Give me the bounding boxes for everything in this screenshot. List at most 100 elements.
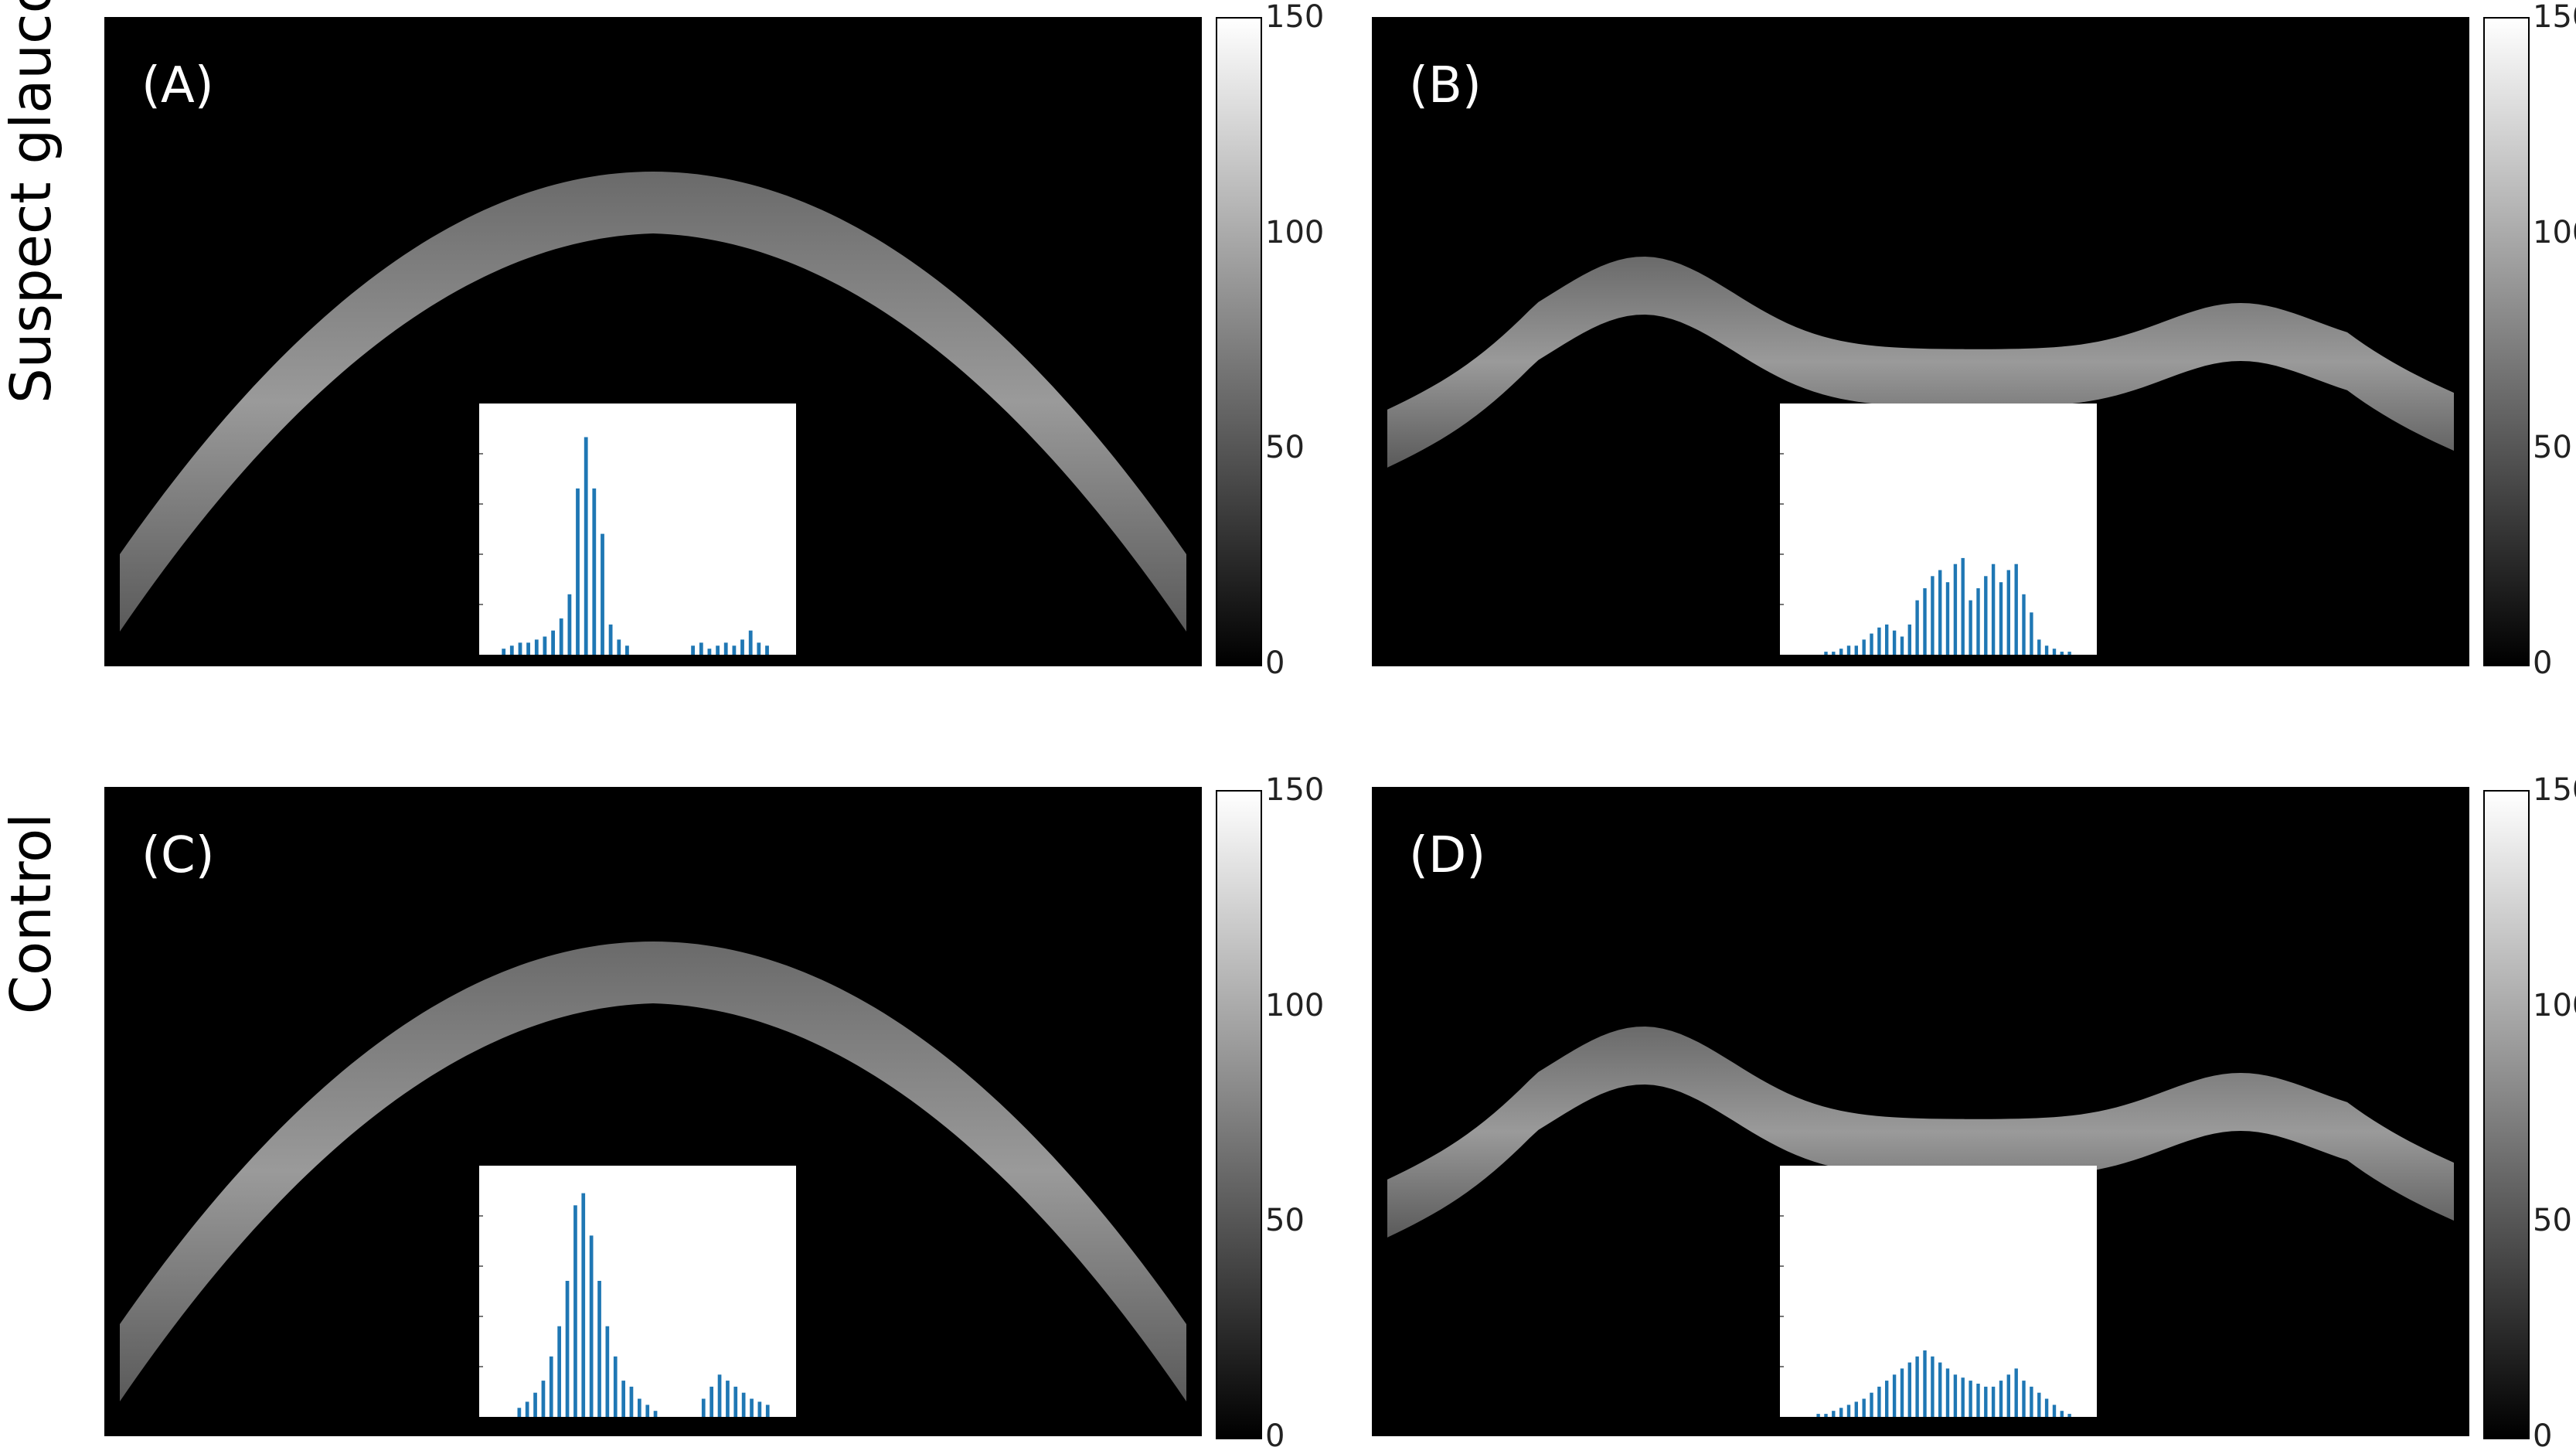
histogram-bar [707,649,712,655]
histogram-bar [1846,645,1851,655]
histogram-bar [1931,1356,1935,1417]
colorbar [1216,17,1262,666]
histogram-bar [740,639,744,655]
histogram-bar [617,639,621,655]
colorbar-tick-label: 50 [1265,430,1305,466]
colorbar [1216,790,1262,1439]
histogram-bar [2052,649,2057,655]
histogram-bar [534,639,539,655]
histogram-bar [2037,639,2041,655]
histogram-bar [2067,1414,2071,1417]
colorbar-tick-label: 0 [1265,1418,1285,1454]
corneal-scan-image [120,942,1186,1401]
histogram-bar [1839,649,1843,655]
histogram-bar [573,1205,577,1417]
histogram-bar [1900,1368,1904,1417]
histogram-bar [1900,636,1904,655]
histogram-bar [1961,1377,1965,1417]
histogram-bar [549,1356,553,1417]
panel-a: (A) [104,17,1202,666]
histogram-bar [1824,652,1828,655]
histogram-bar [699,642,703,655]
histogram-bar [1976,588,1980,655]
histogram-bar [726,1381,730,1417]
histogram-bar [509,645,514,655]
histogram-bar [625,645,629,655]
histogram-bar [1961,557,1965,655]
histogram-bar [765,1405,770,1417]
histogram-bar [1892,1374,1897,1417]
cornea-band [120,172,1186,632]
histogram-bar [2030,612,2033,655]
colorbar-tick-label: 0 [1265,645,1285,681]
histogram-bar [710,1386,713,1417]
histogram-bar [1862,1398,1866,1417]
panel-label: (C) [141,827,215,884]
histogram-bar [601,533,604,655]
histogram-bar [1938,1362,1942,1417]
histogram-bar [1999,1381,2003,1417]
histogram-bar [691,645,695,655]
histogram-bar [597,1281,601,1417]
corneal-scan-image [1387,257,2454,468]
histogram-bar [1969,600,1972,655]
histogram-bar [1915,600,1919,655]
colorbar-tick-label: 150 [2533,0,2576,35]
histogram-bar [2006,1374,2010,1417]
histogram-bar [629,1386,634,1417]
histogram-inset [1780,404,2097,655]
histogram-bar [757,642,761,655]
panel-c: (C) [104,787,1202,1436]
colorbar-tick-label: 0 [2533,645,2553,681]
histogram-bar [2060,652,2064,655]
histogram-chart [479,1193,770,1417]
histogram-bar [1953,1374,1958,1417]
histogram-bar [608,624,613,655]
histogram-bar [1854,645,1858,655]
histogram-bar [1991,564,1996,655]
histogram-bar [541,1381,546,1417]
histogram-chart [1780,1215,2071,1417]
histogram-bar [1870,1392,1873,1417]
histogram-bar [1923,588,1927,655]
histogram-bar [2006,570,2010,655]
colorbar-tick-label: 50 [2533,430,2572,466]
histogram-bar [2037,1392,2041,1417]
panel-label: (A) [141,57,214,114]
colorbar-tick-label: 100 [1265,214,1325,250]
histogram-bar [1862,639,1866,655]
histogram-inset [479,1166,796,1417]
cornea-band [120,942,1186,1401]
histogram-bar [717,1374,722,1417]
histogram-bar [605,1326,610,1417]
histogram-bar [2030,1386,2033,1417]
histogram-bar [732,645,737,655]
histogram-bar [1907,624,1911,655]
histogram-chart [479,437,769,655]
histogram-bar [1945,582,1950,655]
corneal-scan-image [1387,1027,2454,1238]
histogram-bar [543,636,547,655]
histogram-bar [1938,570,1942,655]
histogram-bar [701,1398,706,1417]
histogram-bar [1945,1368,1950,1417]
histogram-bar [1892,630,1897,655]
histogram-bar [2014,564,2018,655]
corneal-scan-image [120,172,1186,632]
histogram-bar [1915,1356,1919,1417]
histogram-bar [581,1193,586,1417]
colorbar-tick-label: 100 [2533,987,2576,1023]
histogram-bar [1976,1384,1980,1417]
colorbar-tick-label: 150 [1265,0,1325,35]
row-label-control: Control [0,812,63,1015]
colorbar-tick-label: 0 [2533,1418,2553,1454]
histogram-bar [765,645,769,655]
histogram-inset [479,404,796,655]
histogram-bar [2067,652,2071,655]
histogram-bar [1923,1350,1927,1417]
histogram-bar [1999,582,2003,655]
row-label-suspect-glaucoma: Suspect glaucoma [0,0,63,404]
colorbar [2483,17,2530,666]
histogram-bar [526,642,530,655]
panel-label: (B) [1409,57,1482,114]
